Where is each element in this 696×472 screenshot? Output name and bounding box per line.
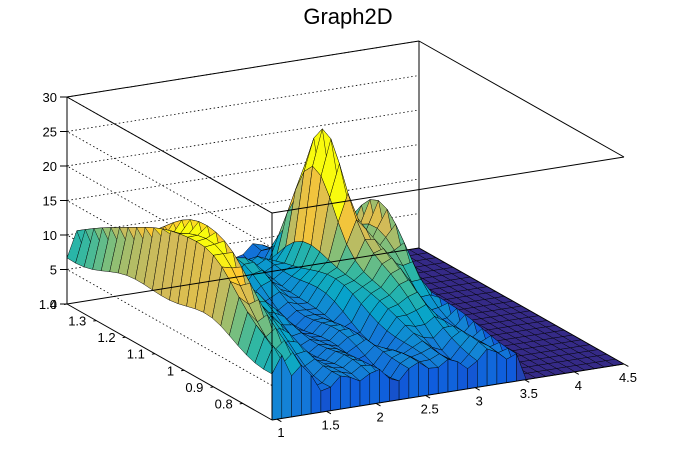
surface-front-skirt bbox=[340, 375, 351, 410]
surface-front-skirt bbox=[349, 377, 361, 408]
frame-edge bbox=[418, 247, 625, 365]
frame-edge bbox=[66, 303, 273, 421]
x-tick-mark bbox=[425, 395, 431, 399]
y-tick-label: 1.2 bbox=[97, 330, 115, 345]
x-tick-mark bbox=[276, 418, 282, 423]
x-tick-label: 1.5 bbox=[321, 417, 339, 432]
x-tick-label: 3.5 bbox=[520, 386, 538, 401]
frame-edge bbox=[271, 363, 625, 421]
z-tick-label: 10 bbox=[43, 228, 57, 243]
frame-edge bbox=[271, 156, 625, 214]
z-tick-label: 0 bbox=[50, 297, 57, 312]
x-tick-mark bbox=[326, 410, 332, 415]
frame-edge bbox=[66, 247, 420, 305]
x-tick-mark bbox=[375, 403, 381, 407]
z-tick-label: 5 bbox=[50, 263, 57, 278]
surface-front-skirt bbox=[320, 386, 331, 413]
x-tick-mark bbox=[524, 379, 530, 383]
surface-front-skirt bbox=[418, 361, 429, 397]
surface-front-skirt bbox=[447, 359, 459, 393]
x-tick-mark bbox=[475, 387, 480, 391]
z-tick-label: 30 bbox=[43, 90, 57, 105]
surface-layer bbox=[66, 128, 625, 421]
y-tick-label: 1.3 bbox=[68, 314, 86, 329]
x-tick-label: 1 bbox=[277, 425, 284, 440]
surface-front-skirt bbox=[486, 348, 498, 387]
chart-title: Graph2D bbox=[303, 4, 392, 29]
surface-front-skirt bbox=[389, 378, 400, 402]
x-tick-label: 3 bbox=[476, 394, 483, 409]
y-tick-label: 0.9 bbox=[185, 380, 203, 395]
surface-front-skirt bbox=[369, 369, 380, 405]
surface-front-skirt bbox=[428, 367, 439, 396]
z-gridline bbox=[65, 109, 420, 283]
frame-edge bbox=[418, 40, 625, 158]
z-gridline bbox=[65, 144, 420, 317]
y-tick-label: 1 bbox=[167, 363, 174, 378]
x-tick-label: 2.5 bbox=[421, 402, 439, 417]
frame-edge bbox=[66, 96, 273, 214]
x-tick-mark bbox=[574, 371, 580, 375]
z-gridline bbox=[65, 75, 420, 248]
y-tick-label: 0.8 bbox=[215, 396, 233, 411]
y-tick-label: 1.1 bbox=[127, 347, 145, 362]
surface-front-skirt bbox=[408, 361, 419, 399]
z-tick-label: 25 bbox=[43, 125, 57, 140]
x-tick-label: 2 bbox=[376, 409, 383, 424]
z-tick-label: 15 bbox=[43, 194, 57, 209]
x-tick-label: 4.5 bbox=[619, 370, 637, 385]
frame-edge bbox=[66, 40, 420, 98]
x-tick-label: 4 bbox=[575, 378, 582, 393]
z-tick-label: 20 bbox=[43, 159, 57, 174]
x-tick-mark bbox=[623, 363, 629, 367]
axis-layer: 1 1.5 2 2.5 3 3.5 4 4.5 0.8 0.9 1 1.1 1.2 1.3 1.40 5 10 1… bbox=[39, 90, 637, 440]
y-tick-label: 1.4 bbox=[39, 297, 57, 312]
